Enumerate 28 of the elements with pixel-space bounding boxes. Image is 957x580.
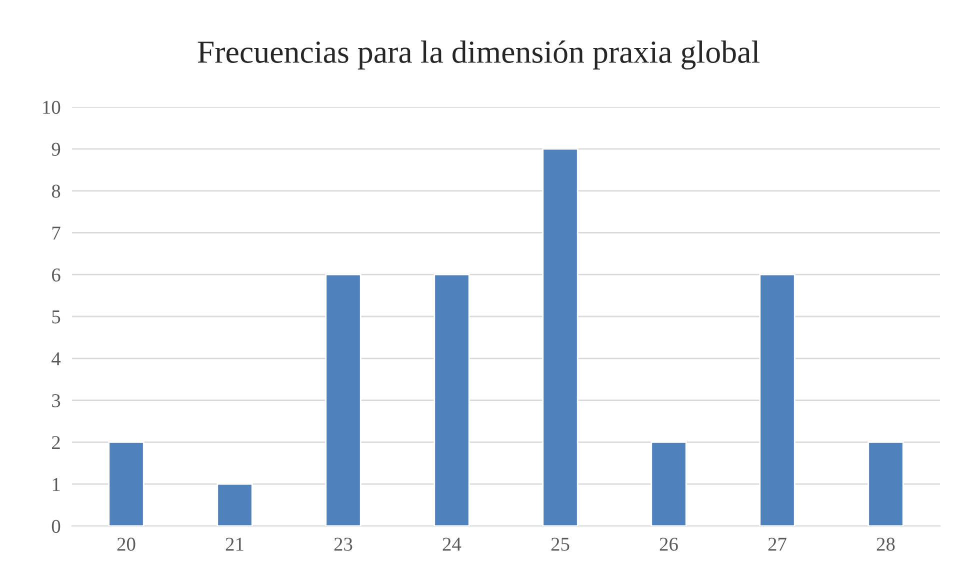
x-tick-label: 26 — [660, 538, 678, 551]
x-tick-label: 27 — [768, 538, 786, 551]
y-tick-label: 9 — [52, 142, 60, 156]
y-tick-label: 0 — [52, 520, 60, 533]
y-tick-label: 2 — [52, 436, 60, 449]
y-tick-label: 5 — [52, 310, 60, 324]
y-tick-label: 6 — [52, 268, 60, 282]
bar — [108, 442, 144, 526]
bar — [325, 274, 362, 526]
y-tick-label: 8 — [52, 184, 60, 198]
bar — [759, 274, 796, 526]
y-tick-label: 7 — [52, 226, 60, 240]
y-tick-label: 10 — [43, 100, 60, 114]
x-tick-label: 21 — [226, 538, 244, 551]
bar — [650, 442, 687, 526]
chart-title: Frecuencias para la dimensión praxia global — [198, 40, 760, 70]
x-tick-label: 28 — [876, 538, 895, 551]
bar — [434, 274, 470, 526]
y-tick-label: 1 — [52, 478, 60, 491]
y-tick-label: 3 — [52, 394, 60, 408]
x-tick-label: 24 — [442, 538, 462, 551]
bar — [542, 148, 578, 526]
y-tick-label: 4 — [52, 352, 61, 366]
x-tick-label: 20 — [117, 538, 136, 551]
bar — [216, 483, 253, 526]
x-tick-label: 25 — [551, 538, 570, 551]
bar — [868, 442, 904, 526]
x-tick-label: 23 — [334, 538, 352, 551]
